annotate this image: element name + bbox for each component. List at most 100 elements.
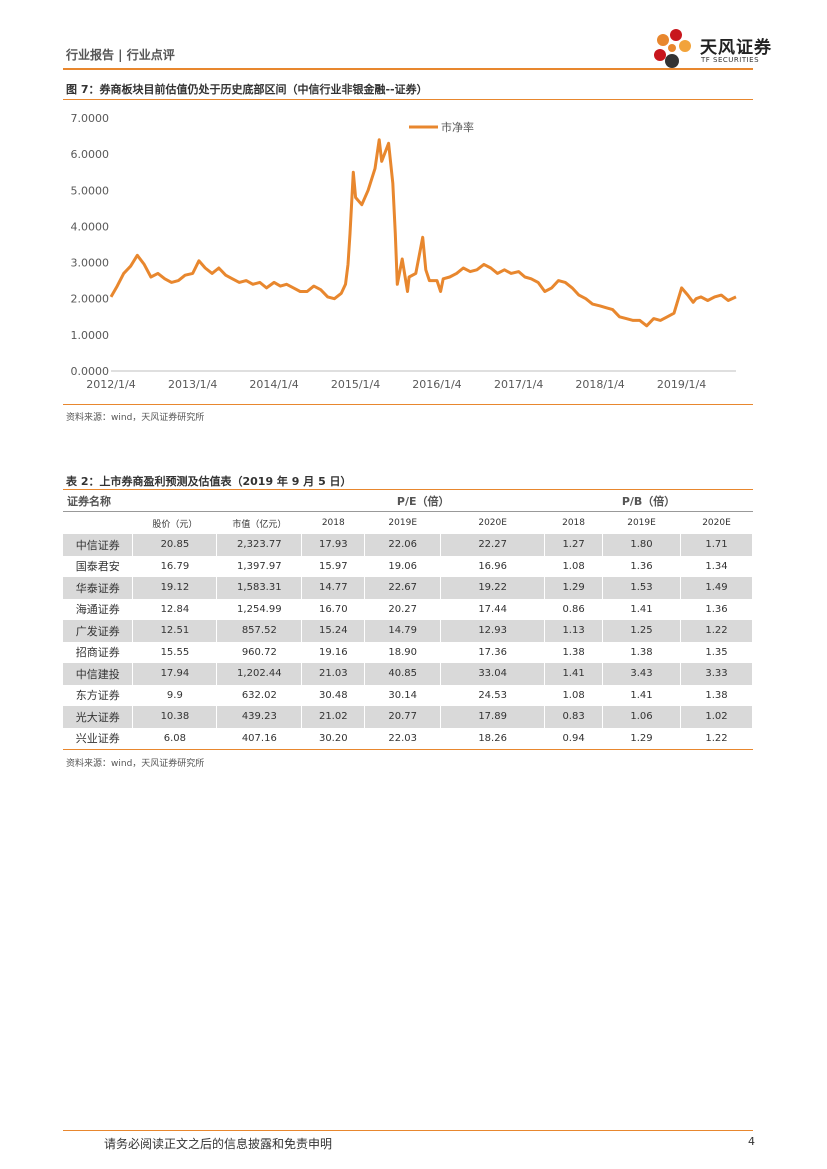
table-cell: 30.14 [364, 684, 442, 706]
table-cell: 1.38 [602, 641, 681, 663]
figure-title: 图 7：券商板块目前估值仍处于历史底部区间（中信行业非银金融--证券） [66, 83, 428, 96]
table-subheader-row: 股价（元） 市值（亿元） 2018 2019E 2020E 2018 2019E 2020E [63, 511, 754, 534]
table-cell: 6.08 [132, 727, 218, 750]
table-cell: 17.94 [132, 663, 218, 685]
y-tick-label: 1.0000 [71, 329, 110, 342]
table-cell: 1.08 [544, 555, 604, 577]
header-security-name: 证券名称 [63, 490, 134, 512]
table-cell: 1.38 [680, 684, 754, 706]
table-cell: 1,397.97 [216, 555, 303, 577]
table-cell: 0.94 [544, 727, 604, 750]
table-cell: 20.27 [364, 598, 442, 620]
table-cell: 2,323.77 [216, 534, 303, 556]
table-cell: 0.86 [544, 598, 604, 620]
table-row: 华泰证券 19.12 1,583.31 14.77 22.67 19.22 1.29 1.53… [63, 577, 754, 599]
logo-petal [670, 29, 682, 41]
x-tick-label: 2018/1/4 [575, 378, 624, 391]
table-cell: 40.85 [364, 663, 442, 685]
footer-rule [63, 1130, 753, 1131]
x-tick-label: 2015/1/4 [331, 378, 380, 391]
table-cell: 1.36 [602, 555, 681, 577]
x-tick-label: 2019/1/4 [657, 378, 706, 391]
table-cell: 632.02 [216, 684, 303, 706]
table-title: 表 2：上市券商盈利预测及估值表（2019 年 9 月 5 日） [66, 475, 352, 488]
table-cell: 30.20 [301, 727, 366, 750]
table-cell: 3.43 [602, 663, 681, 685]
table-cell: 18.90 [364, 641, 442, 663]
table-cell: 19.12 [132, 577, 218, 599]
table-row: 广发证券 12.51 857.52 15.24 14.79 12.93 1.13 1.25 1.… [63, 620, 754, 642]
y-tick-label: 3.0000 [71, 257, 110, 270]
table-cell: 16.96 [440, 555, 546, 577]
table-cell: 20.85 [132, 534, 218, 556]
security-name-cell: 中信建投 [63, 663, 134, 685]
table-cell: 1.71 [680, 534, 754, 556]
table-row: 兴业证券 6.08 407.16 30.20 22.03 18.26 0.94 1.29 1.2… [63, 727, 754, 750]
table-cell: 1.08 [544, 684, 604, 706]
table-row: 中信证券 20.85 2,323.77 17.93 22.06 22.27 1.27 1.80… [63, 534, 754, 556]
series-line-pb [109, 138, 737, 328]
x-axis-tick-labels: 2012/1/4 2013/1/4 2014/1/4 2015/1/4 2016/1/4… [86, 378, 706, 391]
table-cell: 24.53 [440, 684, 546, 706]
table-cell: 1.02 [680, 706, 754, 728]
table-cell: 33.04 [440, 663, 546, 685]
logo-petal [665, 54, 679, 68]
broker-valuation-table: 证券名称 P/E（倍） P/B（倍） 股价（元） 市值（亿元） 2018 2019E 2… [63, 490, 754, 750]
header-pb: P/B（倍） [544, 490, 753, 512]
table-cell: 1,254.99 [216, 598, 303, 620]
x-tick-label: 2012/1/4 [86, 378, 135, 391]
footer-disclaimer: 请务必阅读正文之后的信息披露和免责申明 [104, 1137, 333, 1151]
table-cell: 18.26 [440, 727, 546, 750]
header-pe: P/E（倍） [301, 490, 546, 512]
table-cell: 960.72 [216, 641, 303, 663]
security-name-cell: 东方证券 [63, 684, 134, 706]
subheader-cell: 2020E [680, 511, 754, 534]
report-header-title: 行业报告 | 行业点评 [66, 48, 175, 62]
figure-source-note: 资料来源：wind，天风证券研究所 [66, 413, 205, 423]
table-cell: 15.55 [132, 641, 218, 663]
table-cell: 1.53 [602, 577, 681, 599]
table-cell: 1.13 [544, 620, 604, 642]
table-cell: 1.41 [602, 598, 681, 620]
table-cell: 30.48 [301, 684, 366, 706]
legend-label: 市净率 [441, 120, 474, 134]
table-cell: 1.35 [680, 641, 754, 663]
page-number: 4 [748, 1135, 755, 1148]
y-tick-label: 2.0000 [71, 293, 110, 306]
table-cell: 1.22 [680, 727, 754, 750]
table-cell: 1,583.31 [216, 577, 303, 599]
table-top-rule [63, 489, 753, 490]
logo-center [668, 44, 676, 52]
subheader-cell: 2019E [602, 511, 681, 534]
table-cell: 10.38 [132, 706, 218, 728]
table-header-row: 证券名称 P/E（倍） P/B（倍） [63, 490, 753, 512]
logo-petal [679, 40, 691, 52]
table-cell: 0.83 [544, 706, 604, 728]
security-name-cell: 华泰证券 [63, 577, 134, 599]
table-cell: 20.77 [364, 706, 442, 728]
table-cell: 857.52 [216, 620, 303, 642]
header-divider [63, 68, 753, 70]
y-tick-label: 0.0000 [71, 365, 110, 378]
table-cell: 3.33 [680, 663, 754, 685]
table-row: 中信建投 17.94 1,202.44 21.03 40.85 33.04 1.41 3.43… [63, 663, 754, 685]
subheader-cell: 2020E [440, 511, 546, 534]
table-row: 海通证券 12.84 1,254.99 16.70 20.27 17.44 0.86 1.41… [63, 598, 754, 620]
table-cell: 14.77 [301, 577, 366, 599]
y-tick-label: 4.0000 [71, 220, 110, 233]
subheader-cell: 2019E [364, 511, 442, 534]
x-tick-label: 2014/1/4 [249, 378, 298, 391]
table-cell: 17.93 [301, 534, 366, 556]
table-cell: 1.49 [680, 577, 754, 599]
security-name-cell: 招商证券 [63, 641, 134, 663]
table-cell: 1.27 [544, 534, 604, 556]
subheader-cell: 股价（元） [132, 511, 218, 534]
chart-legend: 市净率 [409, 120, 474, 134]
logo-petal [657, 34, 669, 46]
table-body: 中信证券 20.85 2,323.77 17.93 22.06 22.27 1.27 1.80… [63, 534, 754, 750]
table-row: 东方证券 9.9 632.02 30.48 30.14 24.53 1.08 1.41 1.38 [63, 684, 754, 706]
y-tick-label: 6.0000 [71, 148, 110, 161]
x-tick-label: 2016/1/4 [412, 378, 461, 391]
table-cell: 1.80 [602, 534, 681, 556]
table-cell: 9.9 [132, 684, 218, 706]
